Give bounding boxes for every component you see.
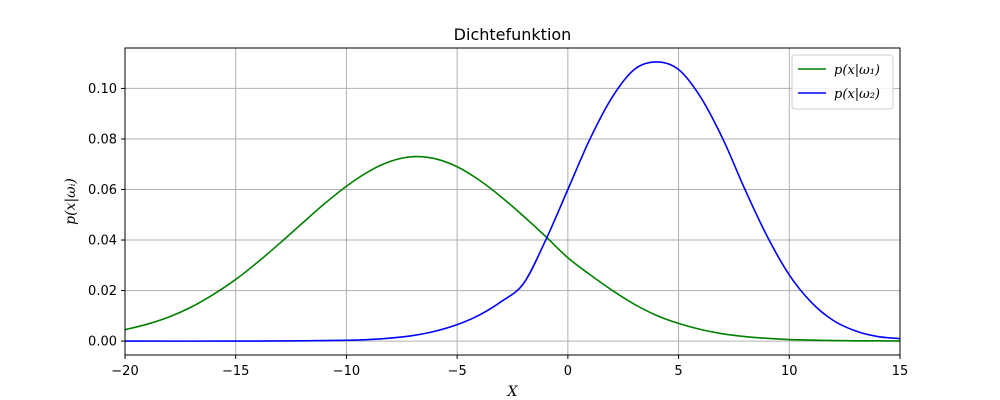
- y-tick-label: 0.08: [88, 132, 117, 147]
- chart-title: Dichtefunktion: [454, 25, 572, 44]
- legend-label-2: p(x|ω₂): [834, 87, 880, 102]
- y-tick-label: 0.00: [88, 335, 117, 350]
- x-tick-label: −15: [222, 364, 249, 379]
- y-axis-ticks: 0.00 0.02 0.04 0.06 0.08 0.10: [88, 82, 125, 350]
- x-tick-label: 0: [564, 364, 572, 379]
- series-line-1: [124, 155, 901, 342]
- y-tick-label: 0.04: [88, 234, 117, 249]
- series-line-2: [124, 61, 901, 342]
- x-tick-label: 10: [781, 364, 798, 379]
- x-axis-label: X: [507, 384, 519, 400]
- x-tick-label: −10: [333, 364, 360, 379]
- y-tick-label: 0.10: [88, 82, 117, 97]
- y-axis-label: p(x|ωᵢ): [63, 178, 79, 225]
- x-axis-ticks: −20 −15 −10 −5 0 5 10 15: [111, 355, 908, 379]
- x-tick-label: −5: [448, 364, 467, 379]
- plot-frame: [124, 47, 901, 356]
- series-layer: [124, 61, 901, 342]
- x-tick-label: −20: [111, 364, 138, 379]
- y-tick-label: 0.06: [88, 183, 117, 198]
- x-tick-label: 5: [674, 364, 682, 379]
- x-tick-label: 15: [892, 364, 909, 379]
- legend: p(x|ω₁) p(x|ω₂): [791, 54, 894, 110]
- y-tick-label: 0.02: [88, 284, 117, 299]
- legend-label-1: p(x|ω₁): [834, 63, 880, 78]
